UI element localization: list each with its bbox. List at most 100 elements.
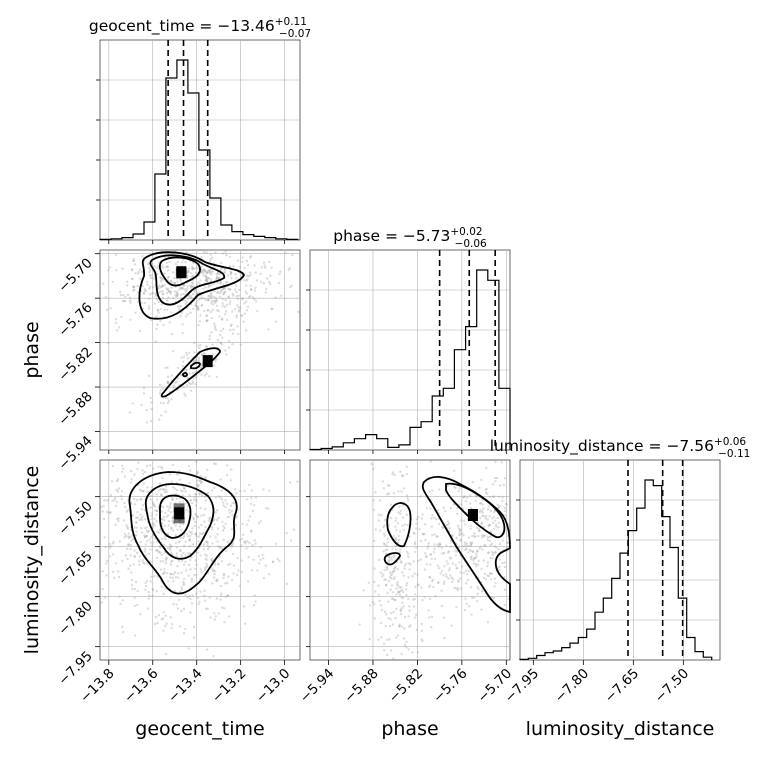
scatter-point [172,573,175,576]
scatter-point [121,300,125,303]
scatter-point [400,607,403,610]
scatter-point [162,518,166,522]
scatter-point [445,560,448,563]
scatter-point [401,625,404,628]
scatter-point [143,550,147,553]
scatter-point [149,548,152,551]
scatter-point [174,294,177,297]
scatter-point [169,280,172,283]
scatter-point [127,543,130,547]
scatter-point [108,555,111,558]
scatter-point [186,377,189,380]
scatter-point [224,313,227,316]
scatter-point [164,538,167,541]
scatter-point [390,556,393,559]
scatter-point [153,265,156,268]
scatter-point [292,528,296,531]
scatter-point [136,284,139,288]
scatter-point [121,267,124,270]
scatter-point [142,561,145,564]
scatter-point [208,269,212,272]
scatter-point [106,510,109,514]
scatter-point [408,568,411,571]
scatter-point [227,296,230,299]
scatter-point [402,590,405,594]
scatter-point [107,342,110,345]
scatter-point [157,614,161,617]
scatter-point [220,560,224,563]
scatter-point [483,572,487,576]
title-phase: phase = −5.73+0.02 −0.06 [333,226,487,250]
scatter-point [279,270,282,273]
scatter-point [149,396,152,400]
scatter-point [280,294,283,297]
scatter-point [480,522,484,525]
scatter-point [170,551,173,554]
scatter-point [156,548,159,552]
scatter-point [200,256,203,259]
scatter-point [167,296,170,299]
scatter-point [170,498,174,501]
scatter-point [229,270,232,273]
scatter-point [180,293,183,296]
scatter-point [159,307,162,311]
scatter-point [193,290,197,293]
scatter-point [156,498,159,501]
scatter-point [135,521,138,524]
scatter-point [397,490,400,493]
scatter-point [145,408,148,412]
scatter-point [484,491,488,494]
scatter-point [192,307,195,310]
scatter-point [221,297,224,301]
scatter-point [189,498,192,502]
scatter-point [180,311,184,314]
scatter-point [385,565,388,568]
scatter-point [190,284,193,287]
scatter-point [195,301,198,305]
scatter-point [227,594,230,597]
scatter-point [200,532,204,536]
scatter-point [395,528,398,532]
scatter-point [383,610,387,614]
scatter-point [160,494,163,497]
scatter-point [176,366,179,370]
scatter-point [197,307,200,310]
scatter-point [151,501,155,504]
scatter-point [216,579,219,583]
scatter-point [219,272,222,276]
scatter-point [503,561,506,564]
scatter-point [482,559,485,562]
scatter-point [194,493,198,496]
scatter-point [238,538,242,542]
scatter-point [493,516,496,519]
scatter-point [153,517,156,520]
scatter-point [436,509,440,512]
scatter-point [202,531,205,535]
scatter-point [243,489,246,492]
scatter-point [170,374,174,377]
scatter-point [146,607,149,610]
scatter-point [459,577,462,580]
scatter-point [494,551,497,554]
scatter-point [191,594,194,597]
scatter-point [152,277,155,280]
scatter-point [377,584,380,587]
scatter-point [481,511,484,515]
tick-label-luminosity_distance: −7.80 [55,598,96,639]
scatter-point [160,537,164,541]
scatter-point [229,300,232,303]
scatter-point [388,638,391,641]
scatter-point [180,261,184,264]
scatter-point [195,460,198,463]
scatter-point [383,532,386,535]
scatter-point [120,315,123,319]
scatter-point [160,414,163,417]
scatter-point [386,484,390,487]
scatter-point [144,581,147,585]
scatter-point [164,558,168,562]
scatter-point [158,528,162,532]
scatter-point [176,292,179,295]
scatter-point [111,570,115,574]
scatter-point [269,274,272,277]
scatter-point [157,465,160,468]
